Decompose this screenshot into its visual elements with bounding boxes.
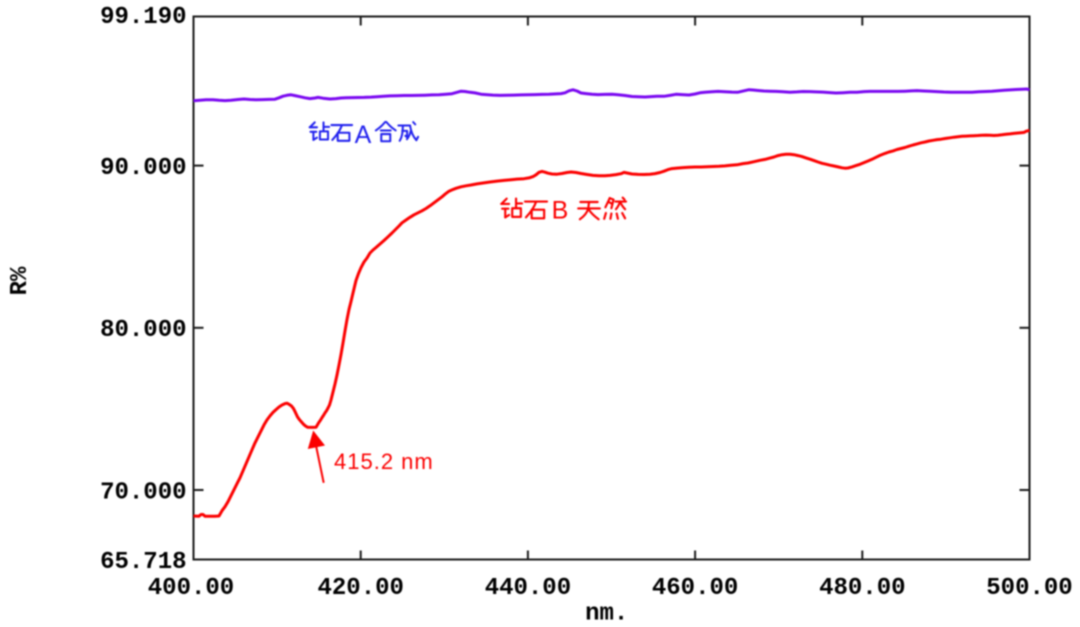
svg-text:65.718: 65.718 [100, 549, 186, 576]
svg-text:440.00: 440.00 [485, 575, 571, 602]
svg-text:80.000: 80.000 [100, 317, 186, 344]
svg-text:A: A [355, 121, 372, 149]
svg-text:415.2 nm: 415.2 nm [334, 449, 434, 474]
svg-text:B: B [552, 197, 569, 225]
svg-text:R%: R% [7, 266, 34, 295]
svg-text:480.00: 480.00 [819, 575, 905, 602]
svg-text:99.190: 99.190 [100, 4, 186, 31]
svg-text:70.000: 70.000 [100, 479, 186, 506]
svg-text:460.00: 460.00 [652, 575, 738, 602]
svg-text:400.00: 400.00 [148, 575, 234, 602]
svg-text:90.000: 90.000 [100, 155, 186, 182]
svg-text:500.00: 500.00 [986, 575, 1072, 602]
svg-text:nm.: nm. [585, 600, 628, 627]
svg-text:420.00: 420.00 [317, 575, 403, 602]
